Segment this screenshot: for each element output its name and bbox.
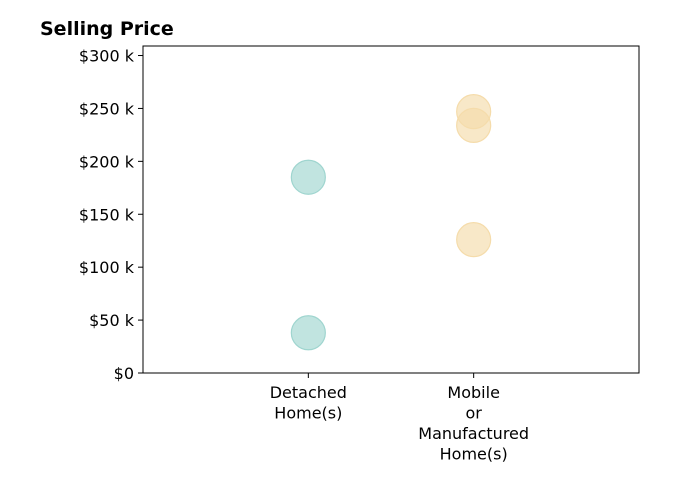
point [290, 315, 326, 351]
y-tick-label: $100 k [79, 258, 135, 277]
point [456, 222, 492, 258]
y-tick-label: $150 k [79, 205, 135, 224]
y-tick-label: $250 k [79, 99, 135, 118]
x-tick-label: Detached Home(s) [270, 383, 347, 423]
y-tick-label: $0 [114, 364, 134, 383]
point [290, 159, 326, 195]
x-tick-label: Mobile or Manufactured Home(s) [418, 383, 529, 464]
y-tick-label: $200 k [79, 152, 135, 171]
y-tick-label: $50 k [89, 311, 135, 330]
plot-frame [142, 45, 640, 374]
chart-title: Selling Price [40, 18, 174, 40]
y-tick-label: $300 k [79, 47, 135, 66]
point [456, 107, 492, 143]
